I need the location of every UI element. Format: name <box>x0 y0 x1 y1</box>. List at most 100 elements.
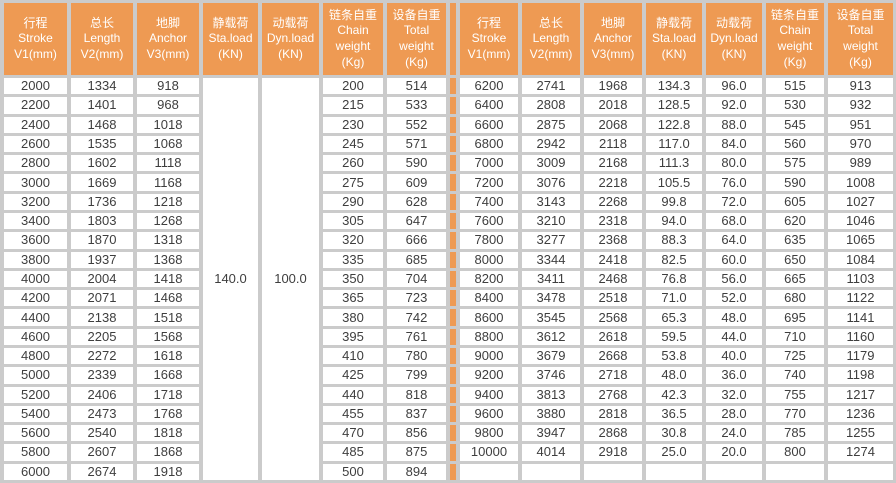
cell-left-total-weight: 685 <box>387 251 446 268</box>
cell-right-chain-weight: 530 <box>766 97 824 114</box>
section-divider <box>450 290 456 307</box>
cell-right-total-weight: 1160 <box>828 328 893 345</box>
cell-right-stroke: 8000 <box>460 251 518 268</box>
cell-right-total-weight: 1274 <box>828 444 893 461</box>
cell-left-stroke: 2000 <box>4 78 67 95</box>
cell-right-sta-load: 117.0 <box>646 135 702 153</box>
table-row: 4600 2205 1568 395 761 8800 3612 2618 59.5 44.0 71… <box>4 328 893 345</box>
column-header-left-stroke: 行程 Stroke V1(mm) <box>4 3 67 75</box>
cell-left-stroke: 4200 <box>4 290 67 307</box>
section-divider <box>450 444 456 461</box>
table-row: 5000 2339 1668 425 799 9200 3746 2718 48.0 36.0 74… <box>4 367 893 384</box>
cell-right-sta-load: 122.8 <box>646 116 702 133</box>
cell-left-anchor: 1168 <box>137 174 199 191</box>
cell-right-stroke: 9000 <box>460 347 518 365</box>
cell-left-anchor: 1218 <box>137 193 199 210</box>
cell-right-anchor <box>584 463 642 480</box>
cell-right-chain-weight: 560 <box>766 135 824 153</box>
cell-right-chain-weight: 770 <box>766 405 824 423</box>
cell-right-length: 2808 <box>522 97 580 114</box>
table-row: 4200 2071 1468 365 723 8400 3478 2518 71.0 52.0 68… <box>4 290 893 307</box>
cell-right-length <box>522 463 580 480</box>
table-row: 3000 1669 1168 275 609 7200 3076 2218 105.5 76.0 5… <box>4 174 893 191</box>
cell-right-sta-load: 48.0 <box>646 367 702 384</box>
cell-left-anchor: 1018 <box>137 116 199 133</box>
cell-left-length: 2674 <box>71 463 133 480</box>
cell-left-stroke: 5000 <box>4 367 67 384</box>
cell-left-total-weight: 666 <box>387 232 446 249</box>
table-row: 2400 1468 1018 230 552 6600 2875 2068 122.8 88.0 5… <box>4 116 893 133</box>
cell-right-sta-load: 59.5 <box>646 328 702 345</box>
cell-left-stroke: 5400 <box>4 405 67 423</box>
cell-left-length: 1602 <box>71 155 133 172</box>
cell-right-total-weight: 1008 <box>828 174 893 191</box>
cell-right-anchor: 2418 <box>584 251 642 268</box>
cell-left-stroke: 5600 <box>4 425 67 442</box>
cell-left-anchor: 1518 <box>137 309 199 326</box>
cell-right-dyn-load: 36.0 <box>706 367 762 384</box>
cell-right-dyn-load: 84.0 <box>706 135 762 153</box>
cell-right-length: 3947 <box>522 425 580 442</box>
cell-left-total-weight: 552 <box>387 116 446 133</box>
cell-left-chain-weight: 305 <box>323 212 383 230</box>
cell-left-total-weight: 837 <box>387 405 446 423</box>
cell-right-anchor: 2318 <box>584 212 642 230</box>
cell-right-total-weight <box>828 463 893 480</box>
cell-right-length: 2875 <box>522 116 580 133</box>
cell-left-length: 1334 <box>71 78 133 95</box>
cell-left-total-weight: 856 <box>387 425 446 442</box>
cell-right-dyn-load: 68.0 <box>706 212 762 230</box>
cell-right-sta-load: 99.8 <box>646 193 702 210</box>
cell-right-length: 3076 <box>522 174 580 191</box>
column-header-right-sta: 静载荷 Sta.load (KN) <box>646 3 702 75</box>
table-row: 4000 2004 1418 350 704 8200 3411 2468 76.8 56.0 66… <box>4 270 893 288</box>
cell-right-length: 3612 <box>522 328 580 345</box>
cell-left-stroke: 5800 <box>4 444 67 461</box>
cell-left-total-weight: 533 <box>387 97 446 114</box>
section-divider <box>450 135 456 153</box>
cell-right-sta-load: 111.3 <box>646 155 702 172</box>
cell-right-total-weight: 1046 <box>828 212 893 230</box>
cell-right-stroke: 7200 <box>460 174 518 191</box>
cell-left-total-weight: 609 <box>387 174 446 191</box>
section-divider <box>450 97 456 114</box>
cell-right-total-weight: 1122 <box>828 290 893 307</box>
cell-right-stroke: 6800 <box>460 135 518 153</box>
cell-left-chain-weight: 245 <box>323 135 383 153</box>
column-header-left-dyn: 动载荷 Dyn.load (KN) <box>262 3 319 75</box>
section-divider <box>450 116 456 133</box>
cell-right-stroke: 7400 <box>460 193 518 210</box>
table-row: 3200 1736 1218 290 628 7400 3143 2268 99.8 72.0 60… <box>4 193 893 210</box>
cell-left-chain-weight: 215 <box>323 97 383 114</box>
cell-left-stroke: 2400 <box>4 116 67 133</box>
cell-left-length: 1736 <box>71 193 133 210</box>
section-divider <box>450 367 456 384</box>
cell-right-dyn-load: 44.0 <box>706 328 762 345</box>
column-header-left-total: 设备自重 Total weight (Kg) <box>387 3 446 75</box>
cell-left-stroke: 4400 <box>4 309 67 326</box>
cell-right-length: 3143 <box>522 193 580 210</box>
cell-left-stroke: 2800 <box>4 155 67 172</box>
section-divider <box>450 174 456 191</box>
cell-right-chain-weight: 725 <box>766 347 824 365</box>
cell-left-stroke: 3600 <box>4 232 67 249</box>
cell-left-total-weight: 875 <box>387 444 446 461</box>
cell-left-chain-weight: 425 <box>323 367 383 384</box>
cell-left-stroke: 6000 <box>4 463 67 480</box>
cell-right-dyn-load: 80.0 <box>706 155 762 172</box>
table-row: 3800 1937 1368 335 685 8000 3344 2418 82.5 60.0 65… <box>4 251 893 268</box>
header-row: 行程 Stroke V1(mm) 总长 Length V2(mm) 地脚 Ancho… <box>4 3 893 75</box>
cell-right-dyn-load: 96.0 <box>706 78 762 95</box>
cell-left-total-weight: 647 <box>387 212 446 230</box>
column-header-right-anchor: 地脚 Anchor V3(mm) <box>584 3 642 75</box>
cell-right-chain-weight: 740 <box>766 367 824 384</box>
cell-right-total-weight: 913 <box>828 78 893 95</box>
cell-left-chain-weight: 395 <box>323 328 383 345</box>
cell-right-length: 3880 <box>522 405 580 423</box>
cell-left-chain-weight: 230 <box>323 116 383 133</box>
cell-left-stroke: 3400 <box>4 212 67 230</box>
column-header-left-length: 总长 Length V2(mm) <box>71 3 133 75</box>
cell-left-chain-weight: 455 <box>323 405 383 423</box>
cell-right-chain-weight: 605 <box>766 193 824 210</box>
table-row: 2200 1401 968 215 533 6400 2808 2018 128.5 92.0 53… <box>4 97 893 114</box>
